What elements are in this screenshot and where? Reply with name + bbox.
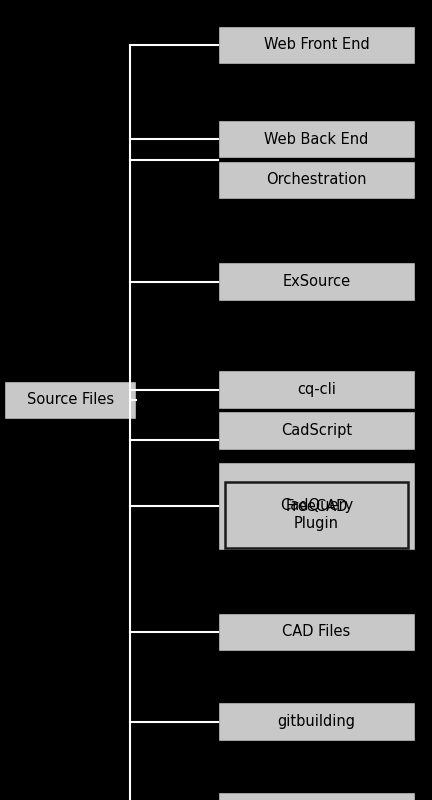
Text: Source Files: Source Files [27, 393, 114, 407]
FancyBboxPatch shape [4, 381, 136, 419]
FancyBboxPatch shape [218, 702, 415, 741]
FancyBboxPatch shape [218, 161, 415, 199]
FancyBboxPatch shape [218, 370, 415, 409]
FancyBboxPatch shape [218, 120, 415, 158]
Text: FreeCAD
Plugin: FreeCAD Plugin [285, 499, 348, 531]
FancyBboxPatch shape [218, 26, 415, 64]
FancyBboxPatch shape [218, 411, 415, 450]
FancyBboxPatch shape [218, 262, 415, 301]
FancyBboxPatch shape [218, 462, 415, 550]
Text: CadQuery: CadQuery [280, 498, 353, 513]
FancyBboxPatch shape [218, 792, 415, 800]
Text: ExSource: ExSource [283, 274, 350, 289]
FancyBboxPatch shape [225, 482, 408, 548]
Text: Web Back End: Web Back End [264, 132, 368, 146]
Text: cq-cli: cq-cli [297, 382, 336, 397]
Text: CAD Files: CAD Files [283, 625, 350, 639]
Text: gitbuilding: gitbuilding [277, 714, 356, 729]
Text: CadScript: CadScript [281, 423, 352, 438]
Text: Orchestration: Orchestration [266, 173, 367, 187]
FancyBboxPatch shape [218, 613, 415, 651]
Text: Web Front End: Web Front End [264, 38, 369, 52]
